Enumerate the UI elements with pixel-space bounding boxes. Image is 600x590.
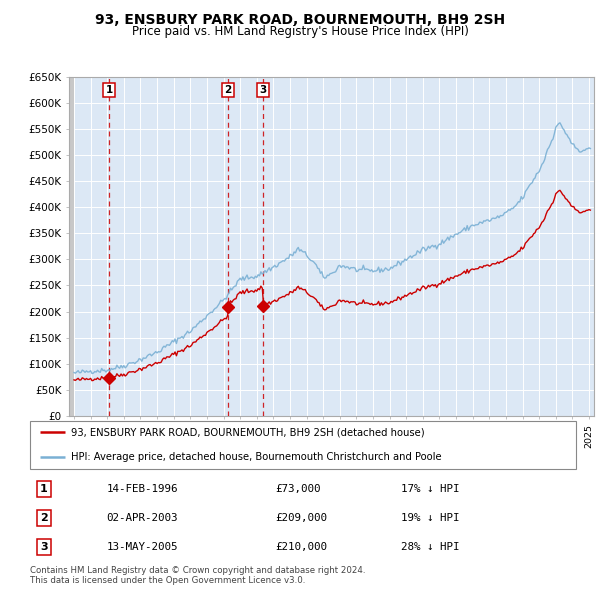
Text: 93, ENSBURY PARK ROAD, BOURNEMOUTH, BH9 2SH (detached house): 93, ENSBURY PARK ROAD, BOURNEMOUTH, BH9 … xyxy=(71,427,425,437)
Text: 1: 1 xyxy=(106,85,113,95)
Bar xyxy=(69,77,74,416)
Text: 28% ↓ HPI: 28% ↓ HPI xyxy=(401,542,460,552)
Text: 3: 3 xyxy=(40,542,47,552)
Text: Price paid vs. HM Land Registry's House Price Index (HPI): Price paid vs. HM Land Registry's House … xyxy=(131,25,469,38)
Text: 1: 1 xyxy=(40,484,47,494)
Text: 93, ENSBURY PARK ROAD, BOURNEMOUTH, BH9 2SH: 93, ENSBURY PARK ROAD, BOURNEMOUTH, BH9 … xyxy=(95,13,505,27)
Text: 2: 2 xyxy=(224,85,231,95)
Text: 2: 2 xyxy=(40,513,47,523)
Text: 3: 3 xyxy=(259,85,266,95)
Text: Contains HM Land Registry data © Crown copyright and database right 2024.: Contains HM Land Registry data © Crown c… xyxy=(30,566,365,575)
Text: 17% ↓ HPI: 17% ↓ HPI xyxy=(401,484,460,494)
Text: 14-FEB-1996: 14-FEB-1996 xyxy=(106,484,178,494)
Text: 13-MAY-2005: 13-MAY-2005 xyxy=(106,542,178,552)
Text: £210,000: £210,000 xyxy=(276,542,328,552)
Text: This data is licensed under the Open Government Licence v3.0.: This data is licensed under the Open Gov… xyxy=(30,576,305,585)
Text: HPI: Average price, detached house, Bournemouth Christchurch and Poole: HPI: Average price, detached house, Bour… xyxy=(71,452,442,462)
Text: £73,000: £73,000 xyxy=(276,484,321,494)
Text: 19% ↓ HPI: 19% ↓ HPI xyxy=(401,513,460,523)
Text: £209,000: £209,000 xyxy=(276,513,328,523)
Text: 02-APR-2003: 02-APR-2003 xyxy=(106,513,178,523)
